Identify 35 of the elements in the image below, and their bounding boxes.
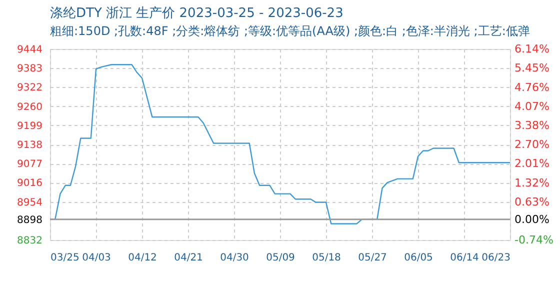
x-tick-label: 04/12 [128, 252, 157, 264]
y2-tick-label: 3.38% [514, 119, 550, 132]
y-tick-label: 8832 [17, 236, 42, 246]
y2-tick-label: 0.00% [514, 212, 550, 226]
x-tick-label: 04/03 [82, 252, 111, 264]
y2-tick-label: 2.70% [514, 138, 550, 151]
y-tick-label: 9322 [17, 82, 42, 94]
y-tick-label: 9138 [17, 140, 42, 151]
y2-tick-label: 1.32% [514, 176, 550, 190]
x-tick-label: 04/30 [220, 252, 249, 264]
x-tick-label: 06/14 [450, 252, 479, 264]
x-tick-label: 05/09 [266, 252, 295, 264]
y2-tick-label: 5.45% [514, 62, 550, 75]
y-tick-label: 9199 [17, 120, 42, 132]
x-tick-label: 06/23 [482, 252, 510, 264]
x-tick-label: 06/05 [404, 252, 433, 264]
chart-title: 涤纶DTY 浙江 生产价 2023-03-25 - 2023-06-23 [50, 6, 344, 21]
chart-subtitle: 粗细:150D ;孔数:48F ;分类:熔体纺 ;等级:优等品(AA级) ;颜色:白 ;色泽:半消光 ;工艺:低弹 [50, 24, 530, 38]
y2-tick-label: 4.07% [514, 100, 550, 113]
y2-tick-label: -0.74% [514, 234, 554, 246]
y2-tick-label: 6.14% [514, 42, 550, 56]
y-tick-label: 9444 [17, 44, 42, 56]
x-tick-label: 04/21 [174, 252, 203, 264]
y-tick-label: 9383 [17, 64, 42, 75]
x-tick-label: 05/27 [358, 252, 387, 264]
y2-tick-label: 0.63% [514, 195, 550, 208]
y-tick-label: 8898 [17, 214, 42, 226]
y2-tick-label: 2.01% [514, 157, 550, 170]
y-tick-label: 9016 [17, 178, 42, 190]
y-tick-label: 9077 [17, 159, 42, 170]
x-tick-label: 03/25 [50, 252, 80, 264]
y2-tick-label: 4.76% [514, 80, 550, 94]
x-tick-label: 05/18 [312, 252, 341, 264]
y-tick-label: 9260 [17, 102, 42, 113]
y-tick-label: 8954 [17, 197, 42, 208]
